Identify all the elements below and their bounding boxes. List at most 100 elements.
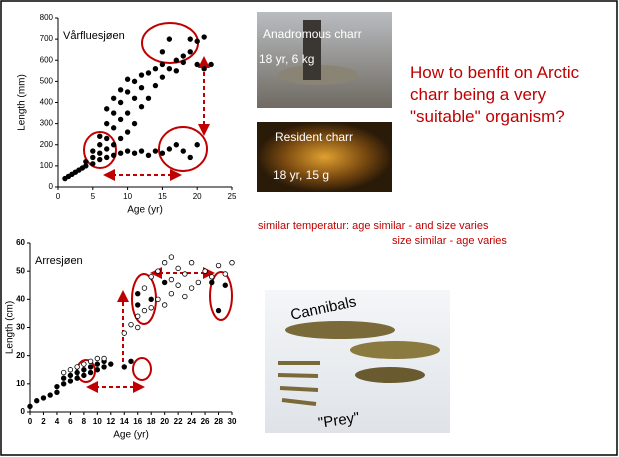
- point: [104, 107, 109, 112]
- point: [139, 104, 144, 109]
- x-tick-label: 20: [160, 417, 169, 426]
- y-tick-label: 700: [40, 34, 54, 43]
- y-tick-label: 300: [40, 119, 54, 128]
- point: [125, 90, 130, 95]
- x-tick-label: 14: [120, 417, 129, 426]
- point: [156, 269, 161, 274]
- point: [82, 373, 87, 378]
- point: [75, 365, 80, 370]
- y-tick-label: 0: [49, 182, 54, 191]
- x-tick-label: 25: [228, 192, 237, 201]
- point: [153, 66, 158, 71]
- point: [195, 39, 200, 44]
- point: [149, 275, 154, 280]
- point: [55, 390, 60, 395]
- point: [160, 50, 165, 55]
- point: [167, 66, 172, 71]
- note: similar temperatur: age similar - and si…: [258, 220, 488, 232]
- point: [132, 121, 137, 126]
- point: [181, 149, 186, 154]
- point: [111, 153, 116, 158]
- point: [167, 147, 172, 152]
- point: [132, 79, 137, 84]
- point: [183, 294, 188, 299]
- x-tick-label: 16: [133, 417, 142, 426]
- point: [68, 373, 73, 378]
- point: [68, 379, 73, 384]
- point: [84, 159, 89, 164]
- point: [95, 362, 100, 367]
- point: [188, 50, 193, 55]
- point: [104, 155, 109, 160]
- point: [176, 266, 181, 271]
- point: [149, 297, 154, 302]
- point: [139, 73, 144, 78]
- point: [210, 275, 215, 280]
- point: [135, 303, 140, 308]
- x-tick-label: 5: [91, 192, 96, 201]
- point: [162, 260, 167, 265]
- point: [82, 367, 87, 372]
- point: [210, 280, 215, 285]
- point: [111, 111, 116, 116]
- point: [216, 308, 221, 313]
- fish: [285, 321, 395, 339]
- y-tick-label: 100: [40, 161, 54, 170]
- point: [223, 272, 228, 277]
- point: [181, 54, 186, 59]
- point: [97, 142, 102, 147]
- point: [118, 88, 123, 93]
- point: [125, 111, 130, 116]
- point: [176, 283, 181, 288]
- x-tick-label: 8: [82, 417, 87, 426]
- fish: [350, 341, 440, 359]
- point: [118, 136, 123, 141]
- point: [75, 376, 80, 381]
- point: [102, 365, 107, 370]
- point: [102, 356, 107, 361]
- point: [195, 142, 200, 147]
- point: [162, 280, 167, 285]
- slide-question: How to benfit on Arctic charr being a ve…: [410, 62, 605, 128]
- point: [153, 149, 158, 154]
- point: [88, 370, 93, 375]
- point: [189, 260, 194, 265]
- point: [174, 142, 179, 147]
- x-tick-label: 18: [147, 417, 156, 426]
- chart-title: Arresjøen: [35, 255, 83, 267]
- chart-title: Vårfluesjøen: [63, 30, 125, 42]
- point: [223, 283, 228, 288]
- point: [162, 303, 167, 308]
- photo-caption: Resident charr: [275, 130, 353, 144]
- x-tick-label: 30: [228, 417, 237, 426]
- point: [97, 151, 102, 156]
- point: [135, 314, 140, 319]
- point: [139, 149, 144, 154]
- point: [34, 398, 39, 403]
- point: [91, 149, 96, 154]
- photo-caption: Anadromous charr: [263, 27, 362, 41]
- point: [129, 359, 134, 364]
- point: [55, 384, 60, 389]
- point: [82, 362, 87, 367]
- point: [122, 365, 127, 370]
- point: [95, 356, 100, 361]
- point: [135, 325, 140, 330]
- x-tick-label: 2: [41, 417, 46, 426]
- point: [61, 382, 66, 387]
- y-tick-label: 10: [16, 379, 25, 388]
- point: [195, 62, 200, 67]
- point: [75, 370, 80, 375]
- point: [169, 291, 174, 296]
- x-tick-label: 12: [106, 417, 115, 426]
- y-axis-label: Length (mm): [17, 74, 28, 131]
- point: [202, 35, 207, 40]
- point: [189, 286, 194, 291]
- x-tick-label: 15: [158, 192, 167, 201]
- point: [88, 365, 93, 370]
- point: [135, 291, 140, 296]
- point: [68, 367, 73, 372]
- y-tick-label: 800: [40, 13, 54, 22]
- x-axis-label: Age (yr): [127, 205, 163, 216]
- x-axis-label: Age (yr): [113, 430, 149, 441]
